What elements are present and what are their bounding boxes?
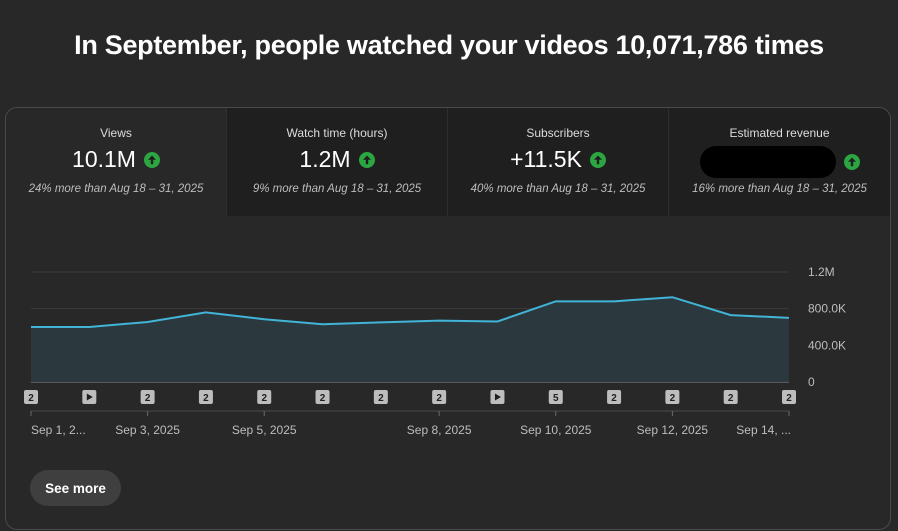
x-tick-label: Sep 10, 2025: [520, 423, 592, 437]
metric-tab-subscribers[interactable]: Subscribers +11.5K 40% more than Aug 18 …: [448, 108, 669, 216]
marker-count: 5: [553, 393, 559, 404]
marker-count: 2: [145, 393, 151, 404]
x-tick-label: Sep 3, 2025: [115, 423, 180, 437]
metric-label: Watch time (hours): [286, 126, 388, 140]
upload-count-marker: [665, 390, 680, 404]
marker-count: 2: [203, 393, 209, 404]
upload-count-marker: [257, 390, 272, 404]
x-tick-label: Sep 1, 2...: [31, 423, 86, 437]
upload-count-marker: [140, 390, 155, 404]
upload-count-marker: [548, 390, 563, 404]
marker-count: 2: [320, 393, 326, 404]
metric-label: Estimated revenue: [729, 126, 830, 140]
arrow-up-icon: [843, 154, 860, 170]
metric-comparison: 40% more than Aug 18 – 31, 2025: [470, 183, 646, 195]
chart-series-line: [31, 296, 790, 328]
upload-count-marker: [198, 390, 213, 404]
see-more-button[interactable]: See more: [30, 470, 121, 506]
x-tick-label: Sep 8, 2025: [407, 423, 472, 437]
y-tick-label: 400.0K: [808, 338, 846, 352]
redacted-value: [699, 146, 836, 178]
marker-count: 2: [670, 393, 676, 404]
marker-count: 2: [28, 393, 34, 404]
metric-tabs: Views 10.1M 24% more than Aug 18 – 31, 2…: [6, 108, 890, 216]
arrow-up-icon: [589, 151, 606, 168]
y-tick-label: 1.2M: [808, 265, 835, 279]
analytics-card: Views 10.1M 24% more than Aug 18 – 31, 2…: [5, 107, 891, 530]
metric-comparison: 9% more than Aug 18 – 31, 2025: [252, 183, 422, 195]
marker-count: 2: [786, 393, 792, 404]
metric-value: 10.1M: [72, 146, 136, 172]
metric-value: +11.5K: [510, 146, 582, 172]
metric-comparison: 16% more than Aug 18 – 31, 2025: [692, 183, 867, 195]
metric-label: Subscribers: [526, 126, 590, 140]
y-tick-label: 0: [808, 375, 815, 389]
marker-count: 2: [261, 393, 267, 404]
arrow-up-icon: [143, 151, 160, 168]
marker-count: 2: [728, 393, 734, 404]
y-tick-label: 800.0K: [808, 302, 846, 316]
metric-value: 1.2M: [299, 146, 351, 172]
marker-count: 2: [436, 393, 442, 404]
marker-count: 2: [611, 393, 617, 404]
marker-count: 2: [378, 393, 384, 404]
metric-tab-views[interactable]: Views 10.1M 24% more than Aug 18 – 31, 2…: [6, 108, 227, 216]
upload-count-marker: [723, 390, 738, 404]
x-tick-label: Sep 14, ...: [736, 423, 791, 437]
chart-area-fill: [31, 297, 789, 382]
upload-count-marker: [432, 390, 447, 404]
x-tick-label: Sep 12, 2025: [637, 423, 709, 437]
metric-tab-estimated-revenue[interactable]: Estimated revenue 16% more than Aug 18 –…: [669, 108, 890, 216]
metric-label: Views: [100, 126, 132, 140]
play-icon: [494, 393, 501, 401]
x-tick-label: Sep 5, 2025: [232, 423, 297, 437]
upload-count-marker: [315, 390, 330, 404]
arrow-up-icon: [358, 151, 375, 168]
play-icon: [86, 393, 93, 401]
upload-count-marker: [607, 390, 622, 404]
metric-tab-watch-time[interactable]: Watch time (hours) 1.2M 9% more than Aug…: [227, 108, 448, 216]
views-chart: 0 400.0K 800.0K 1.2M 2 2 2 2 2 2 2 5 2 2 2 2 Sep 1, 2...…: [24, 265, 846, 437]
upload-count-marker: [782, 390, 796, 404]
metric-comparison: 24% more than Aug 18 – 31, 2025: [28, 183, 204, 195]
upload-count-marker: [373, 390, 388, 404]
upload-count-marker: [24, 390, 38, 404]
page-headline: In September, people watched your videos…: [74, 30, 824, 60]
